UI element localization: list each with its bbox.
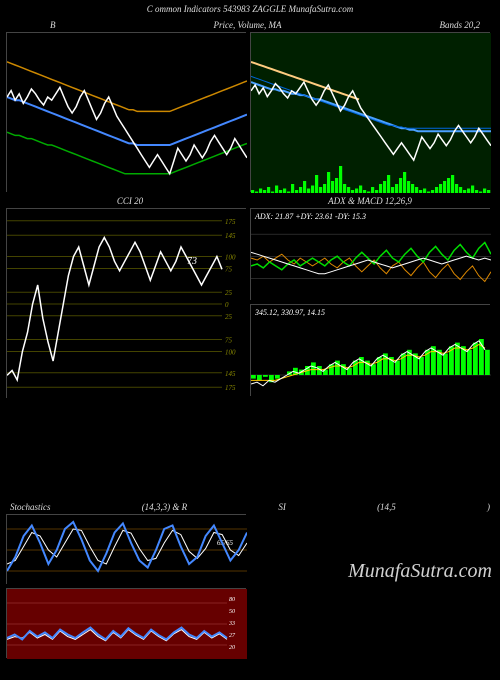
title-price: Price, Volume, MA bbox=[214, 20, 282, 30]
svg-text:175: 175 bbox=[225, 218, 236, 226]
row2-titles: CCI 20 ADX & MACD 12,26,9 bbox=[0, 192, 500, 208]
stoch-title-5: ) bbox=[487, 502, 490, 512]
svg-text:33: 33 bbox=[228, 621, 235, 627]
header-title: ommon Indicators 543983 ZAGGLE MunafaSut… bbox=[155, 4, 353, 14]
svg-text:27: 27 bbox=[229, 633, 236, 639]
title-b: B bbox=[10, 20, 56, 30]
stoch-title-2: (14,3,3) & R bbox=[142, 502, 188, 512]
adx-title: ADX & MACD 12,26,9 bbox=[250, 196, 490, 206]
rsi-chart: 80 50 33 27 20 bbox=[6, 588, 246, 658]
svg-text:345.12, 330.97, 14.15: 345.12, 330.97, 14.15 bbox=[254, 308, 325, 317]
macd-chart: 345.12, 330.97, 14.15 bbox=[250, 304, 490, 396]
header-prefix: C bbox=[147, 4, 153, 14]
svg-text:25: 25 bbox=[225, 313, 233, 321]
svg-text:100: 100 bbox=[225, 254, 236, 262]
stoch-title-3: SI bbox=[278, 502, 286, 512]
svg-text:73: 73 bbox=[187, 256, 197, 267]
title-bands: Bands 20,2 bbox=[439, 20, 490, 30]
watermark: MunafaSutra.com bbox=[348, 560, 492, 583]
svg-text:145: 145 bbox=[225, 232, 236, 240]
svg-text:25: 25 bbox=[225, 289, 233, 297]
stoch-title-4: (14,5 bbox=[377, 502, 396, 512]
svg-text:175: 175 bbox=[225, 384, 236, 392]
chart-grid bbox=[0, 32, 500, 192]
chart-grid-2: 175 145 100 75 25 0 25 75 100 145 175 73 ADX: 21.87… bbox=[0, 208, 500, 398]
svg-text:ADX: 21.87 +DY: 23.61 -DY: 15.: ADX: 21.87 +DY: 23.61 -DY: 15.3 bbox=[254, 212, 366, 221]
bottom-charts: 65/65 80 50 33 27 20 bbox=[0, 514, 500, 658]
svg-text:0: 0 bbox=[225, 301, 229, 309]
stoch-titles: Stochastics (14,3,3) & R SI (14,5 ) bbox=[0, 498, 500, 514]
adx-macd-column: ADX: 21.87 +DY: 23.61 -DY: 15.3 345.12, … bbox=[250, 208, 490, 398]
svg-text:145: 145 bbox=[225, 370, 236, 378]
adx-chart: ADX: 21.87 +DY: 23.61 -DY: 15.3 bbox=[250, 208, 490, 300]
svg-text:80: 80 bbox=[229, 597, 235, 603]
svg-text:50: 50 bbox=[229, 609, 235, 615]
svg-text:75: 75 bbox=[225, 337, 233, 345]
bbands-chart bbox=[6, 32, 246, 192]
svg-text:100: 100 bbox=[225, 349, 236, 357]
price-chart bbox=[250, 32, 490, 192]
spacer bbox=[0, 398, 500, 498]
cci-chart: 175 145 100 75 25 0 25 75 100 145 175 73 bbox=[6, 208, 246, 398]
svg-text:20: 20 bbox=[229, 645, 235, 651]
svg-text:75: 75 bbox=[225, 265, 233, 273]
page-header: C ommon Indicators 543983 ZAGGLE MunafaS… bbox=[0, 0, 500, 18]
top-title-row: B Price, Volume, MA Bands 20,2 bbox=[0, 18, 500, 32]
stoch-chart: 65/65 bbox=[6, 514, 246, 584]
stoch-title-1: Stochastics bbox=[10, 502, 51, 512]
cci-title: CCI 20 bbox=[10, 196, 250, 206]
